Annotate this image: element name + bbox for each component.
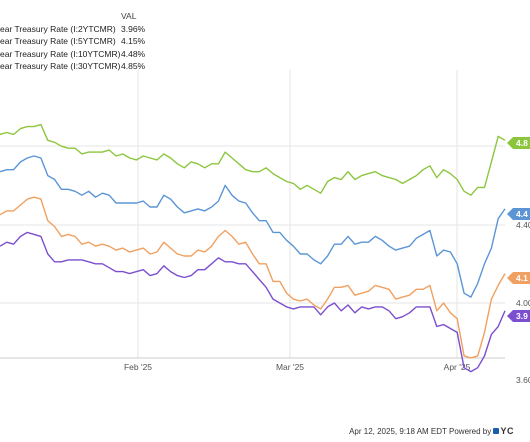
y-tick-label: 4.40 [516, 220, 530, 230]
end-value-label: 4.8 [516, 138, 528, 148]
x-tick-label: Mar '25 [276, 362, 304, 372]
y-tick-label: 4.00 [516, 298, 530, 308]
end-value-badge [507, 272, 530, 284]
legend-item-5y: ear Treasury Rate (I:5YTCMR) 4.15% [0, 35, 151, 48]
series-line [0, 155, 506, 298]
logo-icon [493, 428, 500, 434]
legend-value: 4.48% [121, 48, 146, 59]
powered-by-label: Powered by [449, 427, 492, 436]
y-tick-label: 3.60 [516, 375, 530, 385]
end-value-label: 3.9 [516, 311, 528, 321]
end-value-label: 4.1 [516, 273, 528, 283]
legend-label: ear Treasury Rate (I:5YTCMR) [0, 36, 116, 46]
timestamp: Apr 12, 2025, 9:18 AM EDT [349, 427, 447, 436]
end-value-label: 4.4 [516, 209, 528, 219]
x-tick-label: Feb '25 [124, 362, 152, 372]
end-value-badge [507, 310, 530, 322]
legend-label: ear Treasury Rate (I:30YTCMR) [0, 61, 121, 71]
legend-header-row: VAL [0, 10, 151, 23]
legend-value: 4.85% [121, 61, 146, 71]
end-value-badge [507, 208, 530, 220]
end-value-badge [507, 137, 530, 149]
series-line [0, 123, 506, 196]
legend-label: ear Treasury Rate (I:2YTCMR) [0, 23, 116, 34]
legend-item-30y: ear Treasury Rate (I:30YTCMR) 4.85% [0, 60, 151, 73]
ycharts-logo[interactable]: YC [493, 426, 514, 436]
series-line [0, 231, 506, 373]
legend: VAL ear Treasury Rate (I:2YTCMR) 3.96% e… [0, 10, 151, 73]
legend-value: 3.96% [121, 23, 146, 34]
x-tick-label: Apr '25 [444, 362, 471, 372]
legend-item-2y: ear Treasury Rate (I:2YTCMR) 3.96% [0, 23, 151, 36]
series-line [0, 196, 506, 359]
legend-value: 4.15% [121, 36, 146, 46]
chart-footer: Apr 12, 2025, 9:18 AM EDT Powered by YC [349, 426, 514, 436]
legend-value-header: VAL [121, 11, 137, 21]
legend-label: ear Treasury Rate (I:10YTCMR) [0, 48, 121, 59]
legend-item-10y: ear Treasury Rate (I:10YTCMR) 4.48% [0, 48, 151, 61]
